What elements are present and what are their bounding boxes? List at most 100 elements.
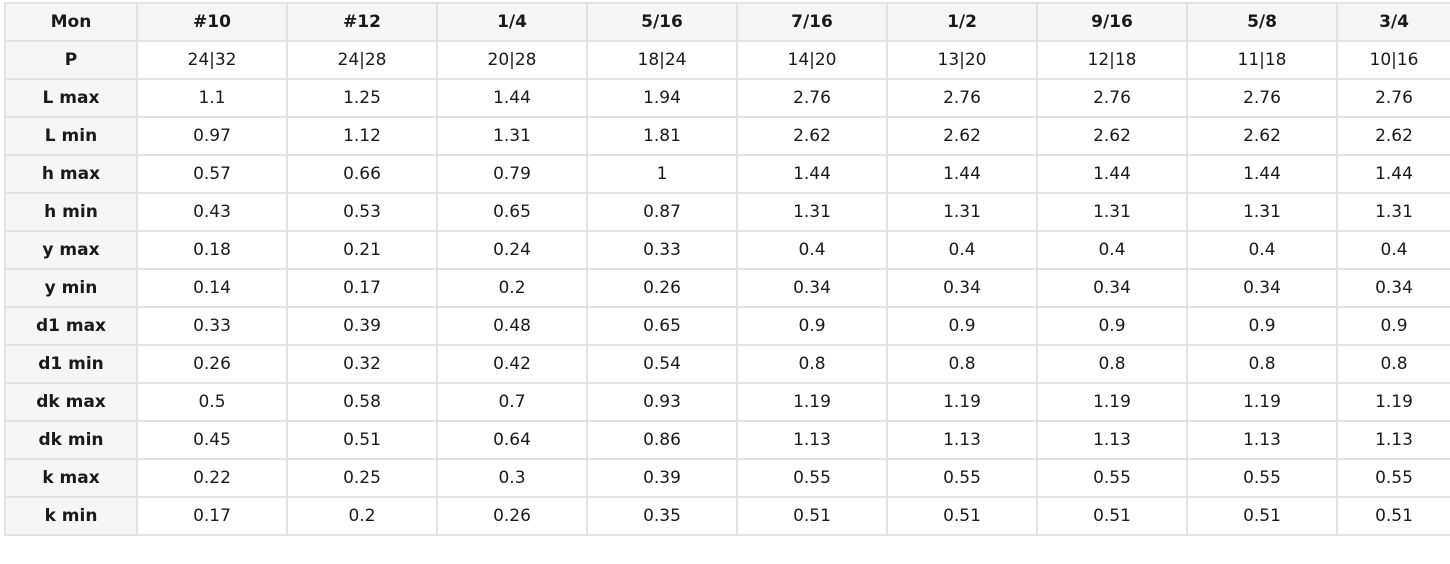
table-cell: 11|18 — [1186, 40, 1338, 80]
table-cell: 2.76 — [1336, 78, 1450, 118]
table-cell: 0.2 — [436, 268, 588, 308]
table-cell: 1.19 — [886, 382, 1038, 422]
table-cell: 1.94 — [586, 78, 738, 118]
row-label: L max — [4, 78, 138, 118]
table-cell: 0.21 — [286, 230, 438, 270]
table-cell: 0.79 — [436, 154, 588, 194]
table-cell: 10|16 — [1336, 40, 1450, 80]
table-cell: 0.39 — [586, 458, 738, 498]
column-header: 1/4 — [436, 2, 588, 42]
table-cell: 1.31 — [1036, 192, 1188, 232]
table-cell: 18|24 — [586, 40, 738, 80]
table-cell: 0.9 — [886, 306, 1038, 346]
table-cell: 0.65 — [436, 192, 588, 232]
table-cell: 0.48 — [436, 306, 588, 346]
table-cell: 0.9 — [1186, 306, 1338, 346]
table-cell: 0.5 — [136, 382, 288, 422]
table-cell: 0.4 — [736, 230, 888, 270]
column-header: 1/2 — [886, 2, 1038, 42]
table-cell: 1.44 — [736, 154, 888, 194]
table-cell: 24|32 — [136, 40, 288, 80]
row-label: d1 min — [4, 344, 138, 384]
table-cell: 0.58 — [286, 382, 438, 422]
table-cell: 0.2 — [286, 496, 438, 536]
row-label: dk max — [4, 382, 138, 422]
table-cell: 0.26 — [436, 496, 588, 536]
table-row: h min 0.43 0.53 0.65 0.87 1.31 1.31 1.31 1.31 1.3… — [4, 192, 1450, 232]
table-cell: 0.9 — [736, 306, 888, 346]
table-cell: 0.34 — [1036, 268, 1188, 308]
table-cell: 0.97 — [136, 116, 288, 156]
table-cell: 1.31 — [436, 116, 588, 156]
table-cell: 12|18 — [1036, 40, 1188, 80]
table-row: k max 0.22 0.25 0.3 0.39 0.55 0.55 0.55 0.55 0.55 — [4, 458, 1450, 498]
table-cell: 1.19 — [1336, 382, 1450, 422]
table-cell: 0.32 — [286, 344, 438, 384]
table-cell: 0.22 — [136, 458, 288, 498]
table-cell: 0.93 — [586, 382, 738, 422]
table-cell: 0.51 — [1036, 496, 1188, 536]
table-cell: 1.12 — [286, 116, 438, 156]
table-cell: 1.31 — [886, 192, 1038, 232]
table-cell: 0.65 — [586, 306, 738, 346]
table-row: dk max 0.5 0.58 0.7 0.93 1.19 1.19 1.19 1.19 1.19 — [4, 382, 1450, 422]
table-cell: 1.19 — [1186, 382, 1338, 422]
table-cell: 0.57 — [136, 154, 288, 194]
column-header: 5/16 — [586, 2, 738, 42]
table-cell: 0.34 — [1186, 268, 1338, 308]
table-cell: 1.1 — [136, 78, 288, 118]
table-row: y max 0.18 0.21 0.24 0.33 0.4 0.4 0.4 0.4 0.4 — [4, 230, 1450, 270]
row-label: k max — [4, 458, 138, 498]
table-cell: 2.76 — [736, 78, 888, 118]
table-cell: 0.51 — [1186, 496, 1338, 536]
table-cell: 1.44 — [436, 78, 588, 118]
table-cell: 0.4 — [1036, 230, 1188, 270]
table-cell: 0.4 — [886, 230, 1038, 270]
table-cell: 14|20 — [736, 40, 888, 80]
table-body: P 24|32 24|28 20|28 18|24 14|20 13|20 12|18 11|1… — [4, 40, 1450, 536]
column-header: #12 — [286, 2, 438, 42]
table-cell: 1.44 — [1336, 154, 1450, 194]
table-cell: 0.66 — [286, 154, 438, 194]
table-cell: 20|28 — [436, 40, 588, 80]
table-cell: 0.8 — [886, 344, 1038, 384]
table-cell: 1.44 — [886, 154, 1038, 194]
table-cell: 2.76 — [1186, 78, 1338, 118]
column-header: 5/8 — [1186, 2, 1338, 42]
table-cell: 0.8 — [1186, 344, 1338, 384]
table-cell: 2.76 — [1036, 78, 1188, 118]
table-cell: 0.34 — [736, 268, 888, 308]
table-cell: 0.18 — [136, 230, 288, 270]
table-cell: 1.44 — [1036, 154, 1188, 194]
table-cell: 0.34 — [1336, 268, 1450, 308]
table-cell: 1.13 — [1186, 420, 1338, 460]
table-cell: 0.64 — [436, 420, 588, 460]
table-cell: 2.76 — [886, 78, 1038, 118]
table-cell: 1.19 — [736, 382, 888, 422]
table-cell: 0.14 — [136, 268, 288, 308]
table-cell: 0.9 — [1336, 306, 1450, 346]
table-row: P 24|32 24|28 20|28 18|24 14|20 13|20 12|18 11|1… — [4, 40, 1450, 80]
row-label: y max — [4, 230, 138, 270]
table-cell: 0.55 — [736, 458, 888, 498]
column-header: 9/16 — [1036, 2, 1188, 42]
table-cell: 0.8 — [736, 344, 888, 384]
column-header: #10 — [136, 2, 288, 42]
table-cell: 0.51 — [1336, 496, 1450, 536]
table-cell: 13|20 — [886, 40, 1038, 80]
table-header: Mon #10 #12 1/4 5/16 7/16 1/2 9/16 5/8 3/4 — [4, 2, 1450, 42]
table-cell: 0.42 — [436, 344, 588, 384]
row-label: h min — [4, 192, 138, 232]
table-cell: 0.35 — [586, 496, 738, 536]
table-row: y min 0.14 0.17 0.2 0.26 0.34 0.34 0.34 0.34 0.34 — [4, 268, 1450, 308]
table-cell: 0.51 — [286, 420, 438, 460]
table-cell: 0.55 — [1186, 458, 1338, 498]
table-cell: 1.44 — [1186, 154, 1338, 194]
table-cell: 0.51 — [736, 496, 888, 536]
table-cell: 0.43 — [136, 192, 288, 232]
table-cell: 0.51 — [886, 496, 1038, 536]
table-cell: 0.33 — [586, 230, 738, 270]
table-cell: 1.13 — [886, 420, 1038, 460]
table-cell: 24|28 — [286, 40, 438, 80]
table-cell: 1.81 — [586, 116, 738, 156]
